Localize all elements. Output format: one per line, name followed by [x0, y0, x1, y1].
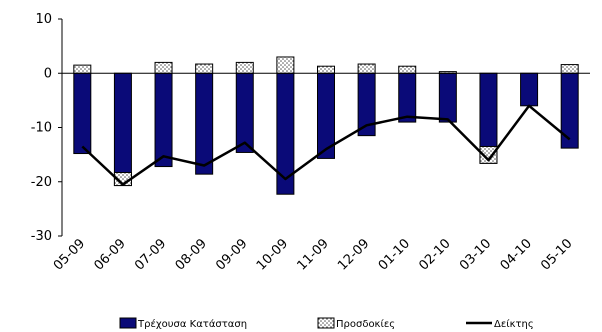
bar-expectations [154, 61, 173, 74]
legend: Τρέχουσα Κατάσταση Προσδοκίες Δείκτης [119, 317, 534, 330]
x-tick-label: 02-10 [416, 236, 453, 273]
legend-label: Τρέχουσα Κατάσταση [137, 318, 247, 330]
bar-current-situation [398, 72, 417, 123]
x-tick-label: 01-10 [376, 236, 413, 273]
bar-expectations [357, 63, 376, 74]
bar-expectations [195, 63, 214, 74]
y-axis: 10 0 -10 -20 -30 [31, 12, 63, 244]
legend-swatch-expectations [317, 317, 335, 329]
x-tick-label: 08-09 [173, 236, 210, 273]
y-tick-label: 10 [35, 12, 52, 27]
bar-expectations [479, 145, 498, 164]
x-axis: 05-09 06-09 07-09 08-09 09-09 10-09 11-09 12-09… [51, 236, 576, 273]
bar-current-situation [195, 72, 214, 175]
x-tick-label: 07-09 [132, 236, 169, 273]
legend-label: Προσδοκίες [336, 318, 395, 330]
legend-swatch-current-situation [119, 317, 137, 329]
bar-current-situation [520, 72, 539, 107]
bar-expectations [317, 65, 335, 74]
bar-expectations [235, 61, 254, 74]
bar-current-situation [438, 72, 457, 123]
x-tick-label: 12-09 [335, 236, 372, 273]
bar-current-situation [235, 72, 254, 153]
index-line [81, 104, 571, 186]
x-tick-label: 05-10 [538, 236, 575, 273]
bar-expectations [276, 56, 295, 74]
bars [62, 56, 590, 195]
bar-expectations [560, 64, 579, 74]
y-tick-label: -30 [31, 229, 52, 244]
y-tick-label: 0 [44, 66, 52, 81]
x-tick-label: 09-09 [213, 236, 250, 273]
bar-current-situation [113, 72, 132, 187]
y-tick-label: -20 [31, 175, 52, 190]
x-tick-label: 06-09 [91, 236, 128, 273]
x-tick-label: 05-09 [51, 236, 88, 273]
x-tick-label: 10-09 [254, 236, 291, 273]
bar-expectations [73, 64, 92, 74]
y-tick-label: -10 [31, 121, 52, 136]
bar-current-situation [560, 72, 579, 149]
x-tick-label: 11-09 [295, 236, 332, 273]
legend-label: Δείκτης [494, 318, 534, 330]
x-tick-label: 03-10 [457, 236, 494, 273]
bar-current-situation [154, 72, 173, 168]
bar-expectations [398, 65, 417, 74]
x-tick-label: 04-10 [498, 236, 535, 273]
index-line-path [81, 104, 571, 186]
bar-current-situation [73, 72, 92, 155]
